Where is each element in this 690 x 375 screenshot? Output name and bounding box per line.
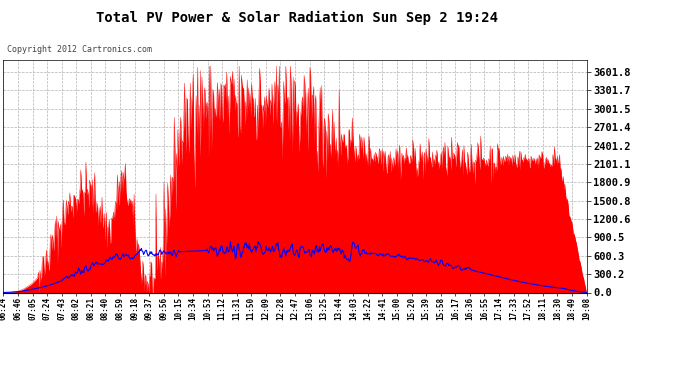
Text: Total PV Power & Solar Radiation Sun Sep 2 19:24: Total PV Power & Solar Radiation Sun Sep… [96, 11, 497, 26]
Text: PV Panels  (DC Watts): PV Panels (DC Watts) [532, 36, 638, 45]
Text: Copyright 2012 Cartronics.com: Copyright 2012 Cartronics.com [7, 45, 152, 54]
Text: Radiation  (w/m2): Radiation (w/m2) [404, 36, 489, 45]
